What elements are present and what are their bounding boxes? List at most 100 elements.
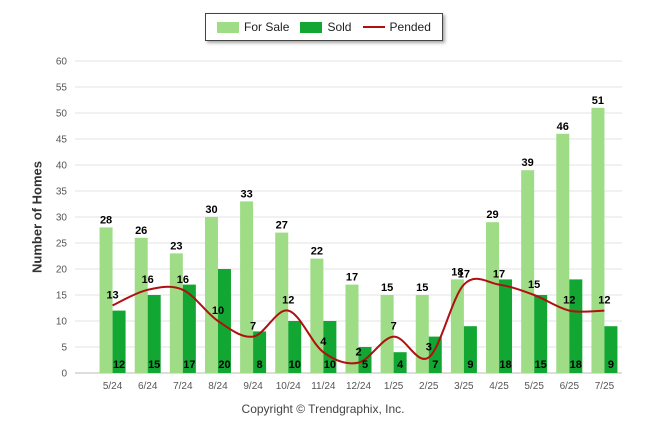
bar-sold [534,295,548,373]
data-label-pended: 4 [320,336,327,348]
x-tick-label: 1/25 [384,381,404,392]
legend-item-sold: Sold [300,20,351,34]
bar-sold [463,326,477,373]
bar-sold [253,331,267,373]
data-label-sold: 15 [148,359,160,371]
data-label-sold: 20 [218,359,230,371]
data-label-for-sale: 15 [416,282,428,294]
x-tick-label: 11/24 [311,381,336,392]
data-label-pended: 3 [426,341,432,353]
bar-for-sale [99,227,113,373]
data-label-sold: 5 [362,359,368,371]
data-label-for-sale: 15 [381,282,393,294]
copyright-text: Copyright © Trendgraphix, Inc. [241,402,405,416]
x-tick-label: 3/25 [454,381,474,392]
chart-legend: For Sale Sold Pended [205,13,443,41]
data-label-for-sale: 18 [451,266,463,278]
y-tick-label: 0 [61,369,67,380]
data-label-sold: 10 [324,359,336,371]
bar-sold [393,352,407,373]
bar-for-sale [275,232,289,373]
data-label-pended: 13 [106,289,118,301]
legend-swatch-for-sale [217,21,240,33]
x-tick-label: 10/24 [276,381,301,392]
data-label-for-sale: 46 [557,121,569,133]
data-label-pended: 12 [598,295,610,307]
bar-for-sale [134,237,148,373]
bar-for-sale [486,222,500,373]
data-label-pended: 10 [212,305,224,317]
y-tick-label: 10 [56,317,68,328]
data-label-for-sale: 17 [346,272,358,284]
data-label-for-sale: 39 [522,157,534,169]
legend-swatch-sold [300,21,323,33]
bar-sold [499,279,513,373]
bar-for-sale [415,295,429,373]
y-tick-label: 25 [56,239,68,250]
data-label-sold: 10 [289,359,301,371]
x-tick-label: 5/25 [524,381,544,392]
data-label-for-sale: 26 [135,225,147,237]
x-tick-label: 8/24 [208,381,228,392]
data-label-sold: 12 [113,359,125,371]
data-label-for-sale: 33 [240,188,252,200]
x-tick-label: 9/24 [243,381,263,392]
bar-for-sale [556,133,570,373]
y-tick-label: 55 [56,83,68,94]
bar-for-sale [591,107,605,374]
data-label-pended: 17 [458,269,470,281]
data-label-sold: 15 [535,359,547,371]
bar-sold [112,310,126,373]
legend-swatch-pended [362,26,385,28]
data-label-pended: 7 [250,321,256,333]
data-label-pended: 17 [493,269,505,281]
bar-sold [217,269,231,373]
data-label-for-sale: 30 [205,204,217,216]
bar-for-sale [240,201,254,373]
y-axis-title: Number of Homes [29,161,45,273]
data-label-for-sale: 51 [592,95,604,107]
bar-for-sale [204,217,218,373]
data-label-sold: 18 [499,359,511,371]
y-tick-label: 45 [56,135,68,146]
data-label-sold: 7 [432,359,438,371]
y-tick-label: 50 [56,109,68,120]
bar-sold [323,321,337,373]
bar-sold [604,326,618,373]
line-pended [112,277,605,365]
data-label-pended: 7 [391,321,397,333]
legend-item-pended: Pended [362,20,431,34]
data-label-pended: 2 [355,347,361,359]
data-label-for-sale: 23 [170,240,182,252]
data-label-sold: 8 [257,359,263,371]
bar-sold [569,279,583,373]
bar-for-sale [310,258,324,373]
data-label-sold: 18 [570,359,582,371]
y-tick-label: 40 [56,161,68,172]
data-label-pended: 16 [177,274,189,286]
data-label-pended: 12 [563,295,575,307]
bar-for-sale [521,170,535,373]
data-label-for-sale: 27 [276,220,288,232]
y-tick-label: 15 [56,291,68,302]
y-tick-label: 60 [56,57,68,68]
bar-for-sale [345,284,359,373]
data-label-sold: 9 [467,359,473,371]
x-tick-label: 2/25 [419,381,439,392]
legend-label-pended: Pended [389,20,431,34]
y-tick-label: 5 [61,343,67,354]
data-label-sold: 4 [397,359,404,371]
data-label-sold: 9 [608,359,614,371]
x-tick-label: 12/24 [346,381,371,392]
data-label-pended: 15 [528,279,540,291]
x-tick-label: 6/25 [560,381,580,392]
bar-for-sale [380,295,394,373]
data-label-for-sale: 22 [311,246,323,258]
x-tick-label: 7/25 [595,381,615,392]
data-label-for-sale: 29 [486,209,498,221]
data-label-pended: 12 [282,295,294,307]
bar-sold [428,336,442,373]
x-tick-label: 4/25 [489,381,509,392]
bar-sold [147,295,161,373]
